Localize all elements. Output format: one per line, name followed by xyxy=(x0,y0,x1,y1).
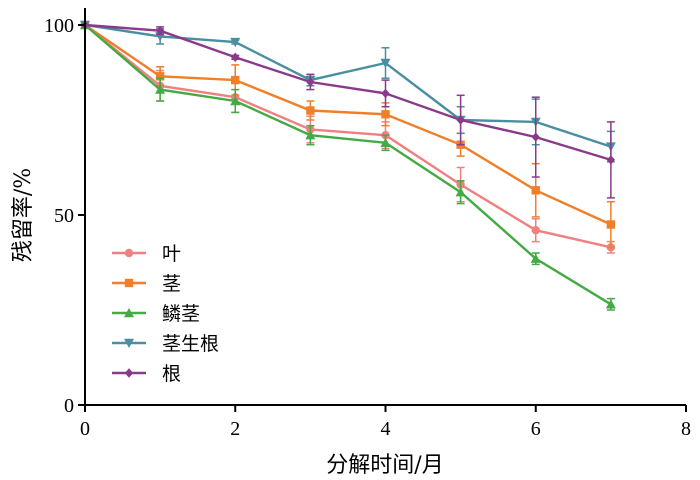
data-point xyxy=(230,96,241,106)
data-point xyxy=(381,88,390,99)
data-point xyxy=(380,58,391,68)
series-5 xyxy=(80,20,616,199)
x-tick-label: 0 xyxy=(80,418,90,440)
legend-item: 鳞茎 xyxy=(112,303,200,325)
legend-label: 茎生根 xyxy=(162,333,219,355)
data-point xyxy=(606,155,616,165)
data-point xyxy=(230,37,241,48)
y-axis-label: 残留率/% xyxy=(11,168,36,262)
data-point xyxy=(306,106,315,115)
data-point xyxy=(155,26,165,36)
data-point xyxy=(531,186,540,195)
legend-item: 叶 xyxy=(112,243,181,265)
data-point xyxy=(605,299,616,309)
series-line xyxy=(84,23,612,148)
series-line xyxy=(84,24,612,306)
legend-label: 叶 xyxy=(162,243,181,265)
y-tick-label: 0 xyxy=(64,395,74,417)
data-point xyxy=(306,77,315,87)
data-point xyxy=(381,110,390,119)
legend-item: 根 xyxy=(112,363,181,385)
data-point xyxy=(530,253,541,263)
x-tick-label: 4 xyxy=(381,418,391,440)
series-line xyxy=(84,24,612,249)
legend-marker xyxy=(124,368,134,378)
series-layer xyxy=(80,20,616,311)
y-tick-label: 50 xyxy=(54,205,74,227)
x-axis-label: 分解时间/月 xyxy=(326,453,443,478)
data-point xyxy=(155,84,166,94)
series-line xyxy=(84,24,612,226)
legend-label: 根 xyxy=(162,363,181,385)
y-tick-label: 100 xyxy=(44,15,74,37)
legend-item: 茎 xyxy=(112,273,181,295)
legend-item: 茎生根 xyxy=(112,333,219,355)
x-ticks: 0 2 4 6 8 xyxy=(80,405,691,440)
data-point xyxy=(531,226,540,235)
plot-area: 0 2 4 6 8 0 50 100 xyxy=(44,8,691,440)
data-point xyxy=(531,132,540,142)
data-point xyxy=(231,52,240,62)
data-point xyxy=(456,115,465,125)
x-tick-label: 6 xyxy=(531,418,541,440)
data-point xyxy=(155,72,165,81)
data-point xyxy=(380,137,391,147)
legend-marker xyxy=(124,278,134,288)
x-tick-label: 8 xyxy=(681,418,691,440)
legend-marker xyxy=(124,308,134,318)
legend-marker xyxy=(124,248,134,258)
legend-label: 茎 xyxy=(162,273,181,295)
legend-label: 鳞茎 xyxy=(162,303,200,325)
series-3 xyxy=(80,20,616,311)
legend-marker xyxy=(124,338,134,348)
series-line xyxy=(84,23,612,162)
x-tick-label: 2 xyxy=(230,418,240,440)
data-point xyxy=(455,187,466,197)
data-point xyxy=(305,130,316,140)
data-point xyxy=(231,75,240,85)
y-ticks: 0 50 100 xyxy=(44,15,85,417)
data-point xyxy=(606,220,616,229)
